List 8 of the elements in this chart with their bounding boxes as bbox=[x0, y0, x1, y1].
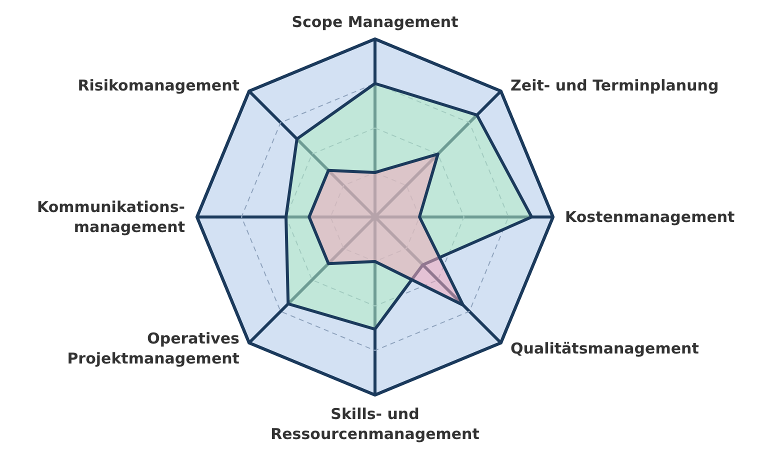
spoke-label: Scope Management bbox=[292, 13, 458, 31]
spoke-label: Zeit- und Terminplanung bbox=[510, 76, 719, 94]
spoke-label: Operatives Projektmanagement bbox=[67, 330, 240, 368]
spoke-label: Risikomanagement bbox=[78, 76, 240, 94]
spoke-label: Qualitätsmanagement bbox=[510, 340, 699, 358]
spoke-label: Kostenmanagement bbox=[565, 208, 735, 226]
spoke-label: Skills- und Ressourcenmanagement bbox=[270, 405, 480, 443]
spoke-label: Kommunikations- management bbox=[37, 198, 185, 236]
